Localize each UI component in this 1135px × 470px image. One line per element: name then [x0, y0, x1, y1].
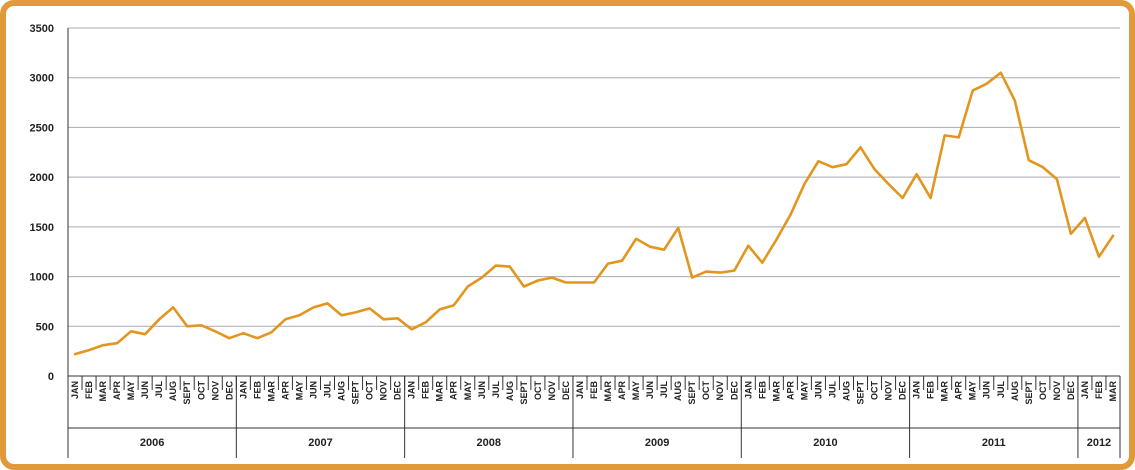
x-tick-month-label: APR: [449, 381, 459, 401]
x-tick-month-label: MAR: [940, 381, 950, 402]
x-tick-year-label: 2011: [982, 437, 1006, 449]
x-tick-month-label: JUN: [308, 381, 318, 399]
y-tick-label: 3000: [30, 73, 54, 85]
x-tick-month-label: AUG: [337, 381, 347, 401]
x-tick-month-label: MAY: [463, 381, 473, 400]
y-tick-label: 1500: [30, 222, 54, 234]
x-tick-month-label: AUG: [1010, 381, 1020, 401]
x-tick-month-label: JAN: [912, 381, 922, 399]
x-tick-month-label: SEPT: [182, 381, 192, 405]
x-axis-month-labels: JAN FEB MAR APR MAY JUN JUL AUG SEPT OCT NOV DEC JAN…: [67, 376, 1118, 405]
x-tick-month-label: JUL: [827, 381, 837, 399]
gridlines: [68, 27, 1120, 327]
x-tick-month-label: NOV: [547, 381, 557, 401]
x-tick-month-label: NOV: [379, 381, 389, 401]
x-tick-month-label: OCT: [870, 381, 880, 401]
x-tick-month-label: JAN: [70, 381, 80, 399]
x-tick-month-label: DEC: [1066, 381, 1076, 401]
x-tick-month-label: FEB: [84, 380, 94, 399]
y-tick-label: 0: [48, 371, 54, 383]
x-tick-month-label: JUL: [659, 381, 669, 399]
x-tick-month-label: AUG: [841, 381, 851, 401]
x-tick-month-label: AUG: [505, 381, 515, 401]
x-tick-month-label: DEC: [729, 381, 739, 401]
x-tick-month-label: MAR: [603, 381, 613, 402]
x-tick-month-label: FEB: [589, 380, 599, 399]
y-tick-label: 500: [36, 321, 54, 333]
x-tick-month-label: SEPT: [519, 381, 529, 405]
x-tick-month-label: NOV: [210, 381, 220, 401]
x-tick-month-label: FEB: [252, 380, 262, 399]
y-axis-ticks: 0 500 1000 1500 2000 2500 3000 3500: [30, 23, 54, 383]
x-tick-month-label: OCT: [365, 381, 375, 401]
x-tick-month-label: FEB: [1094, 380, 1104, 399]
x-tick-month-label: MAR: [98, 381, 108, 402]
x-tick-month-label: OCT: [196, 381, 206, 401]
x-tick-month-label: DEC: [898, 381, 908, 401]
series-line: [73, 71, 1115, 356]
x-tick-month-label: JAN: [238, 381, 248, 399]
y-tick-label: 2000: [30, 172, 54, 184]
x-tick-month-label: JUL: [154, 381, 164, 399]
y-tick-label: 3500: [30, 23, 54, 35]
x-tick-month-label: JAN: [743, 381, 753, 399]
x-tick-year-label: 2009: [645, 437, 669, 449]
x-tick-month-label: SEPT: [687, 381, 697, 405]
x-tick-month-label: MAR: [266, 381, 276, 402]
x-tick-month-label: JAN: [575, 381, 585, 399]
x-tick-month-label: JUN: [813, 381, 823, 399]
x-tick-month-label: JAN: [1080, 381, 1090, 399]
x-axis-year-labels: 2006 2007 2008 2009 2010 2011 2012: [67, 376, 1121, 458]
x-tick-month-label: NOV: [1052, 381, 1062, 401]
x-tick-month-label: MAR: [1108, 381, 1118, 402]
x-tick-month-label: JUN: [140, 381, 150, 399]
x-tick-year-label: 2010: [813, 437, 837, 449]
x-tick-month-label: FEB: [926, 380, 936, 399]
x-tick-month-label: JUL: [996, 381, 1006, 399]
x-tick-month-label: SEPT: [351, 381, 361, 405]
x-tick-month-label: AUG: [673, 381, 683, 401]
x-tick-month-label: MAR: [771, 381, 781, 402]
x-tick-month-label: SEPT: [1024, 381, 1034, 405]
x-tick-month-label: OCT: [533, 381, 543, 401]
x-tick-month-label: NOV: [884, 381, 894, 401]
x-tick-month-label: MAY: [799, 381, 809, 400]
x-tick-year-label: 2008: [477, 437, 501, 449]
x-tick-month-label: JUL: [491, 381, 501, 399]
x-tick-month-label: JUN: [645, 381, 655, 399]
x-tick-year-label: 2012: [1087, 437, 1111, 449]
x-tick-month-label: MAY: [968, 381, 978, 400]
y-tick-label: 1000: [30, 272, 54, 284]
x-tick-month-label: OCT: [701, 381, 711, 401]
series-line-group: [73, 71, 1115, 356]
x-tick-month-label: APR: [112, 381, 122, 401]
x-tick-month-label: MAY: [631, 381, 641, 400]
x-tick-month-label: NOV: [715, 381, 725, 401]
x-tick-month-label: APR: [954, 381, 964, 401]
x-tick-month-label: AUG: [168, 381, 178, 401]
x-tick-month-label: MAY: [126, 381, 136, 400]
x-tick-month-label: JAN: [407, 381, 417, 399]
x-tick-month-label: APR: [280, 381, 290, 401]
x-tick-month-label: JUN: [477, 381, 487, 399]
y-tick-label: 2500: [30, 122, 54, 134]
x-tick-month-label: OCT: [1038, 381, 1048, 401]
x-tick-month-label: SEPT: [856, 381, 866, 405]
x-tick-month-label: MAR: [435, 381, 445, 402]
x-tick-year-label: 2006: [140, 437, 164, 449]
x-tick-year-label: 2007: [308, 437, 332, 449]
x-tick-month-label: APR: [785, 381, 795, 401]
x-tick-month-label: DEC: [561, 381, 571, 401]
x-tick-month-label: DEC: [224, 381, 234, 401]
axes: [67, 28, 1120, 429]
x-tick-month-label: DEC: [393, 381, 403, 401]
x-tick-month-label: JUL: [322, 381, 332, 399]
x-tick-month-label: MAY: [294, 381, 304, 400]
x-tick-month-label: JUN: [982, 381, 992, 399]
x-tick-month-label: FEB: [421, 380, 431, 399]
x-tick-month-label: FEB: [757, 380, 767, 399]
x-tick-month-label: APR: [617, 381, 627, 401]
